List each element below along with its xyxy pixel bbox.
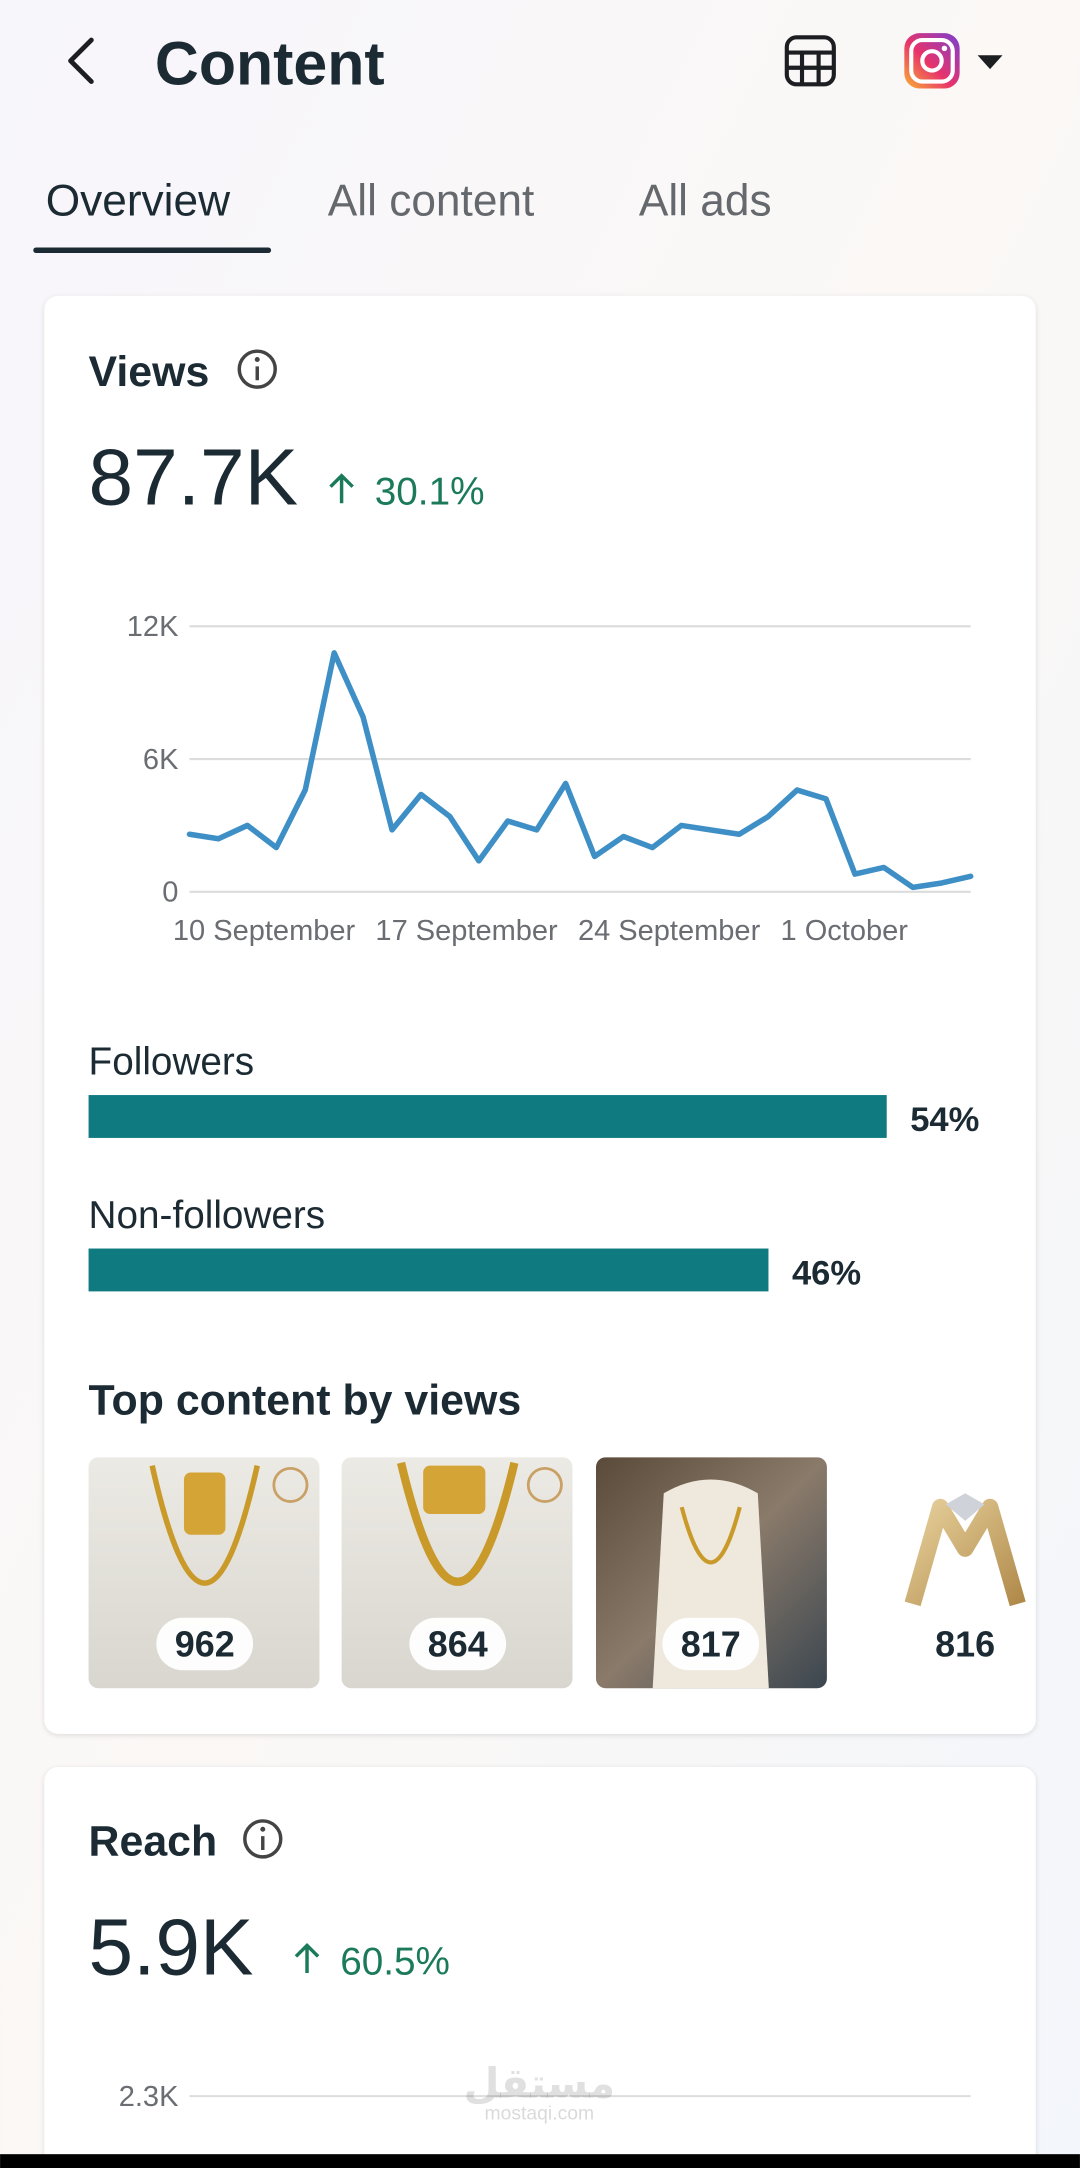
change-value: 60.5% [340, 1940, 450, 1983]
audience-bars: Followers 54% Non-followers 46% [88, 1040, 979, 1292]
bar-label: Followers [89, 1040, 255, 1083]
view-count: 864 [428, 1623, 488, 1664]
change-value: 30.1% [375, 471, 485, 514]
count-pill [409, 1617, 507, 1671]
x-tick-label: 10 September [173, 915, 356, 947]
count-pill [916, 1617, 1014, 1671]
total-value: 87.7K [89, 432, 299, 522]
reach-card [44, 1767, 1036, 2168]
count-pill [662, 1617, 760, 1671]
bar-value-label: 54% [910, 1101, 979, 1139]
bar-value-label: 46% [792, 1254, 861, 1292]
x-tick-label: 17 September [375, 915, 558, 947]
system-bar [0, 2154, 1080, 2168]
export-table-button[interactable] [784, 35, 836, 87]
y-tick-label: 2.3K [119, 2081, 179, 2113]
card-title: Reach [89, 1818, 218, 1866]
watermark: mostaqi.com [484, 2103, 594, 2125]
section-title: Top content by views [89, 1376, 522, 1424]
bar [88, 1248, 769, 1292]
y-tick-label: 6K [143, 744, 179, 776]
back-button[interactable] [68, 37, 94, 84]
thumbnail[interactable] [341, 1457, 573, 1689]
thumbnail[interactable] [88, 1457, 320, 1689]
x-tick-label: 1 October [781, 915, 909, 947]
y-tick-label: 0 [162, 876, 178, 908]
info-icon[interactable] [237, 349, 277, 389]
bar [88, 1095, 887, 1138]
view-count: 816 [935, 1623, 995, 1664]
view-count: 817 [681, 1623, 741, 1664]
thumbnail[interactable] [904, 1493, 1026, 1607]
watermark: مستقل [463, 2059, 615, 2106]
card-title: Views [89, 348, 210, 396]
tab[interactable]: All ads [639, 177, 772, 226]
up-arrow [294, 1942, 320, 1974]
count-pill [156, 1617, 254, 1671]
account-switcher[interactable] [904, 33, 1003, 89]
view-counts: 962 864 817 816 [156, 1617, 1014, 1671]
tab[interactable]: All content [328, 177, 535, 226]
views-line [186, 650, 974, 891]
up-arrow [329, 473, 354, 504]
page-title: Content [155, 29, 385, 97]
bar-label: Non-followers [89, 1194, 326, 1237]
views-card [44, 295, 1036, 1734]
info-icon[interactable] [243, 1819, 283, 1859]
views-chart: 0 6K 12K 10 September 17 September 24 Septemb… [127, 611, 974, 947]
y-tick-label: 12K [127, 611, 179, 643]
view-count: 962 [175, 1623, 235, 1664]
tab-indicator [33, 247, 272, 254]
tab-selected[interactable]: Overview [46, 177, 231, 226]
x-tick-label: 24 September [578, 915, 761, 947]
total-value: 5.9K [89, 1901, 254, 1991]
